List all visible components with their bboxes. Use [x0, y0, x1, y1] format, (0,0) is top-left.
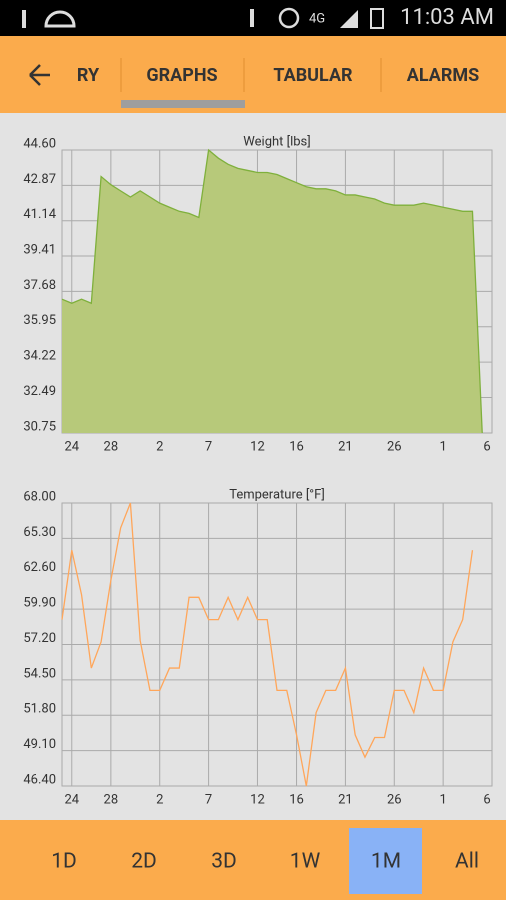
y-tick-label: 68.00: [23, 489, 56, 504]
svg-text:4G: 4G: [309, 11, 325, 26]
range-button[interactable]: 1D: [51, 850, 77, 874]
x-tick-label: 2: [156, 792, 163, 807]
x-tick-label: 1: [439, 439, 446, 454]
y-tick-label: 41.14: [23, 207, 56, 222]
back-button[interactable]: [29, 64, 50, 86]
range-button[interactable]: 1M: [371, 850, 401, 874]
selected-range: [349, 828, 422, 894]
y-tick-label: 35.95: [23, 313, 56, 328]
tab[interactable]: GRAPHS: [146, 65, 217, 86]
tab[interactable]: TABULAR: [273, 65, 353, 86]
y-tick-label: 37.68: [23, 278, 56, 293]
tab[interactable]: RY: [77, 65, 100, 86]
chart-title: Temperature [°F]: [229, 487, 325, 502]
y-tick-label: 59.90: [23, 596, 56, 611]
x-tick-label: 24: [64, 792, 79, 807]
y-tick-label: 46.40: [23, 772, 56, 787]
y-tick-label: 54.50: [23, 666, 56, 681]
y-tick-label: 51.80: [23, 702, 56, 717]
tab-indicator: [121, 100, 245, 108]
x-tick-label: 26: [387, 439, 402, 454]
range-button[interactable]: All: [455, 850, 479, 874]
status-icons: 4G: [22, 7, 384, 29]
y-tick-label: 62.60: [23, 560, 56, 575]
y-tick-label: 57.20: [23, 631, 56, 646]
y-tick-label: 32.49: [23, 384, 56, 399]
y-tick-label: 39.41: [23, 242, 56, 257]
area-fill: [62, 150, 483, 433]
status-time: 11:03 AM: [400, 5, 494, 30]
toolbar: [0, 36, 506, 113]
y-tick-label: 30.75: [23, 419, 56, 434]
y-tick-label: 44.60: [23, 136, 56, 151]
y-tick-label: 49.10: [23, 737, 56, 752]
x-tick-label: 12: [250, 439, 265, 454]
y-tick-label: 34.22: [23, 349, 56, 364]
x-tick-label: 16: [289, 792, 304, 807]
x-tick-label: 26: [387, 792, 402, 807]
range-button[interactable]: 3D: [211, 850, 237, 874]
x-tick-label: 6: [483, 439, 490, 454]
x-tick-label: 2: [156, 439, 163, 454]
x-tick-label: 21: [338, 439, 353, 454]
data-line: [61, 148, 483, 434]
tab[interactable]: ALARMS: [407, 65, 479, 86]
x-tick-label: 28: [104, 439, 119, 454]
tab-dividers: [120, 58, 382, 92]
y-tick-label: 42.87: [23, 172, 56, 187]
x-tick-label: 6: [483, 792, 490, 807]
chart-title: Weight [lbs]: [243, 134, 310, 149]
x-tick-label: 16: [289, 439, 304, 454]
x-tick-label: 1: [439, 792, 446, 807]
x-tick-label: 28: [104, 792, 119, 807]
x-tick-label: 7: [205, 792, 212, 807]
x-tick-label: 24: [64, 439, 79, 454]
x-tick-label: 21: [338, 792, 353, 807]
y-tick-label: 65.30: [23, 525, 56, 540]
range-button[interactable]: 2D: [131, 850, 157, 874]
x-tick-label: 7: [205, 439, 212, 454]
range-button[interactable]: 1W: [290, 850, 321, 874]
x-tick-label: 12: [250, 792, 265, 807]
data-line: [61, 502, 474, 787]
